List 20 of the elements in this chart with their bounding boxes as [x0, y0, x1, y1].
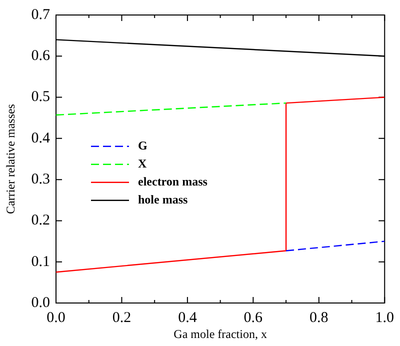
x-tick-label: 1.0	[375, 310, 394, 326]
y-tick-label: 0.0	[31, 294, 50, 311]
legend-label: G	[138, 138, 148, 152]
x-tick-label: 0.2	[112, 310, 132, 326]
x-tick-label: 0.6	[244, 310, 264, 326]
y-tick-label: 0.4	[31, 130, 50, 146]
legend-label: hole mass	[138, 192, 188, 206]
y-tick-label: 0.3	[31, 172, 50, 188]
x-tick-label: 0.8	[310, 310, 328, 326]
y-tick-label: 0.2	[31, 212, 50, 229]
y-axis-title: Carrier relative masses	[3, 104, 18, 214]
y-tick-label: 0.6	[31, 48, 50, 64]
legend-label: X	[138, 156, 147, 170]
x-tick-label: 0.4	[178, 310, 198, 326]
x-tick-label: 0.0	[46, 310, 66, 326]
y-tick-label: 0.1	[31, 254, 50, 270]
y-tick-label: 0.7	[31, 6, 50, 23]
legend-label: electron mass	[138, 174, 208, 188]
y-tick-label: 0.5	[31, 89, 50, 106]
x-axis-title: Ga mole fraction, x	[174, 326, 267, 341]
